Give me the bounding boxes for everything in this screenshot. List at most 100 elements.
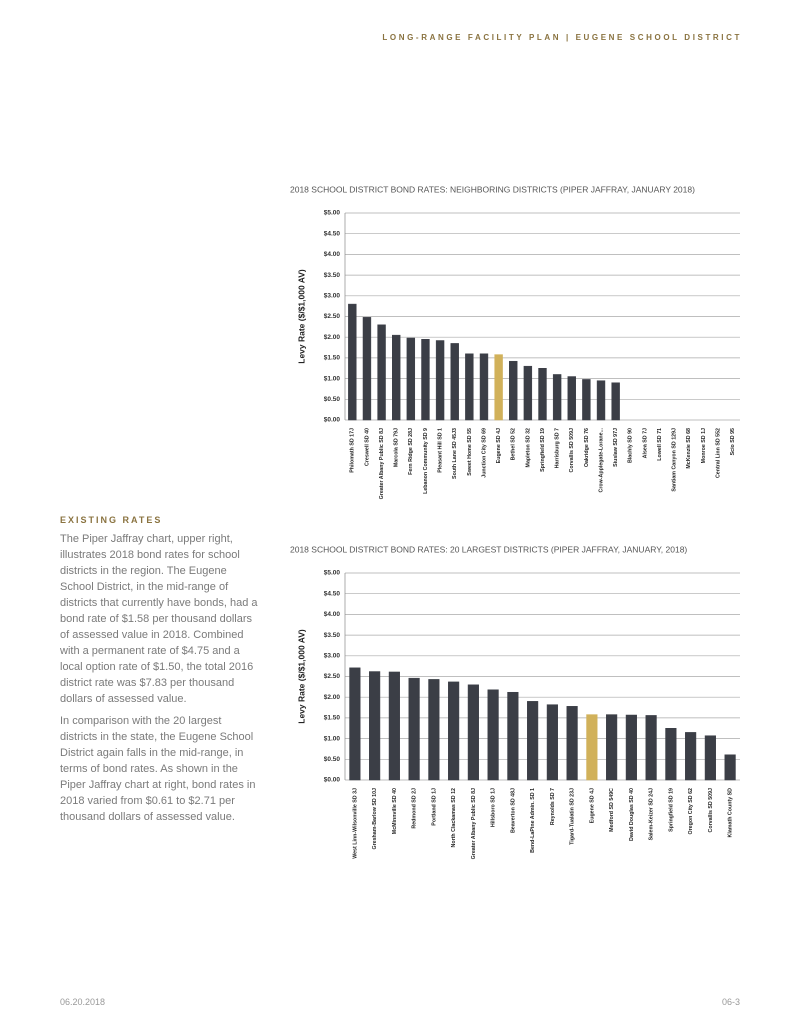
bar [538,368,547,421]
bar [377,324,386,421]
header-title: LONG-RANGE FACILITY PLAN | EUGENE SCHOOL… [382,33,742,42]
bar [479,353,489,421]
chart: 2018 SCHOOL DISTRICT BOND RATES: 20 LARG… [290,544,740,859]
bar [567,376,576,421]
y-tick-label: $5.00 [324,210,341,217]
x-tick-label: Beaverton SD 48J [510,788,516,833]
bar [625,714,637,781]
paragraph: In comparison with the 20 largest distri… [60,715,256,823]
bar [546,704,558,781]
x-tick-label: Oregon City SD 62 [688,788,694,835]
bar [362,317,372,421]
bar [523,365,533,421]
x-tick-label: Lowell SD 71 [657,428,663,461]
bar [348,303,357,421]
y-tick-label: $3.00 [324,653,341,660]
bar [406,337,416,421]
x-tick-label: Marcola SD 79J [394,428,400,467]
y-tick-label: $4.50 [324,590,341,597]
x-tick-label: Alsea SD 7J [642,428,648,458]
x-tick-label: Santiam Canyon SD 129J [672,428,678,492]
footer-date: 06.20.2018 [60,997,106,1007]
y-tick-label: $4.00 [324,611,341,618]
bar [685,732,697,781]
x-tick-label: Eugene SD 4J [589,788,595,823]
x-tick-label: McMinnville SD 40 [392,788,398,834]
x-tick-label: Harrisburg SD 7 [555,428,561,468]
bar [527,701,539,781]
bar [450,343,459,421]
bar [494,354,503,421]
section-heading: EXISTING RATES [60,515,163,525]
chart-title: 2018 SCHOOL DISTRICT BOND RATES: NEIGHBO… [290,184,695,194]
x-tick-label: Eugene SD 4J [496,428,502,463]
chart-title: 2018 SCHOOL DISTRICT BOND RATES: 20 LARG… [290,544,687,554]
x-tick-label: Lebanon Community SD 9 [423,428,429,494]
x-tick-label: Portland SD 1J [431,788,437,826]
y-tick-label: $0.50 [324,396,341,403]
x-tick-label: Corvallis SD 509J [569,428,575,473]
x-tick-label: Mapleton SD 32 [525,428,531,467]
y-tick-label: $2.50 [324,313,341,320]
bar [509,360,518,421]
chart: 2018 SCHOOL DISTRICT BOND RATES: NEIGHBO… [290,184,740,499]
bar [611,382,620,421]
x-tick-label: Blachly SD 90 [628,428,634,463]
x-tick-label: Springfield SD 19 [668,788,674,832]
y-tick-label: $5.00 [324,570,341,577]
y-tick-label: $2.00 [324,334,341,341]
x-tick-label: McKenzie SD 68 [686,428,692,469]
y-tick-label: $4.00 [324,251,341,258]
bar [606,714,618,781]
x-tick-label: Junction City SD 69 [481,428,487,478]
bar [388,671,400,781]
page-number: 06-3 [721,997,740,1007]
y-tick-label: $1.00 [324,375,341,382]
x-tick-label: Philomath SD 17J [350,428,356,473]
y-tick-label: $0.00 [324,777,341,784]
x-tick-label: Bend-LaPine Admin. SD 1 [530,788,536,853]
x-tick-label: Bethel SD 52 [511,428,517,460]
y-axis-label: Levy Rate ($/$1,000 AV) [296,269,306,364]
bar [467,684,479,781]
x-tick-label: West Linn-Wilsonville SD 3J [352,788,358,859]
bar [507,691,519,781]
x-tick-label: Tigard-Tualatin SD 23J [570,788,576,845]
bar [408,677,420,781]
x-tick-label: Hillsboro SD 1J [491,788,497,827]
x-tick-label: Greater Albany Public SD 8J [471,788,477,859]
x-tick-label: Scio SD 95 [730,428,736,455]
y-tick-label: $2.50 [324,673,341,680]
y-axis-label: Levy Rate ($/$1,000 AV) [296,629,306,724]
bar [465,353,474,421]
x-tick-label: Reynolds SD 7 [550,788,556,825]
x-tick-label: Redmond SD 2J [412,788,418,829]
x-tick-label: Klamath County SD [728,788,734,838]
bar [566,706,578,781]
x-tick-label: Pleasant Hill SD 1 [437,428,443,473]
bar [596,380,606,421]
x-tick-label: Oakridge SD 76 [584,428,590,467]
bar [582,379,591,421]
y-tick-label: $1.50 [324,715,341,722]
bar [448,681,460,781]
bar [487,689,499,781]
x-tick-label: Creswell SD 40 [364,428,370,466]
bar [435,340,445,421]
bar [645,715,657,781]
x-tick-label: Central Linn SD 552 [715,428,721,478]
y-tick-label: $4.50 [324,230,341,237]
y-tick-label: $3.00 [324,293,341,300]
x-tick-label: David Douglas SD 40 [629,788,635,841]
bar [421,339,430,421]
x-tick-label: Fern Ridge SD 28J [408,428,414,475]
x-tick-label: Gresham-Barlow SD 10J [372,788,378,850]
x-tick-label: Siuslaw SD 97J [613,428,619,467]
y-tick-label: $2.00 [324,694,341,701]
y-tick-label: $3.50 [324,632,341,639]
x-tick-label: Greater Albany Public SD 8J [379,428,385,499]
x-tick-label: Sweet Home SD 55 [467,428,473,476]
x-tick-label: North Clackamas SD 12 [451,788,457,848]
bar [349,667,361,781]
